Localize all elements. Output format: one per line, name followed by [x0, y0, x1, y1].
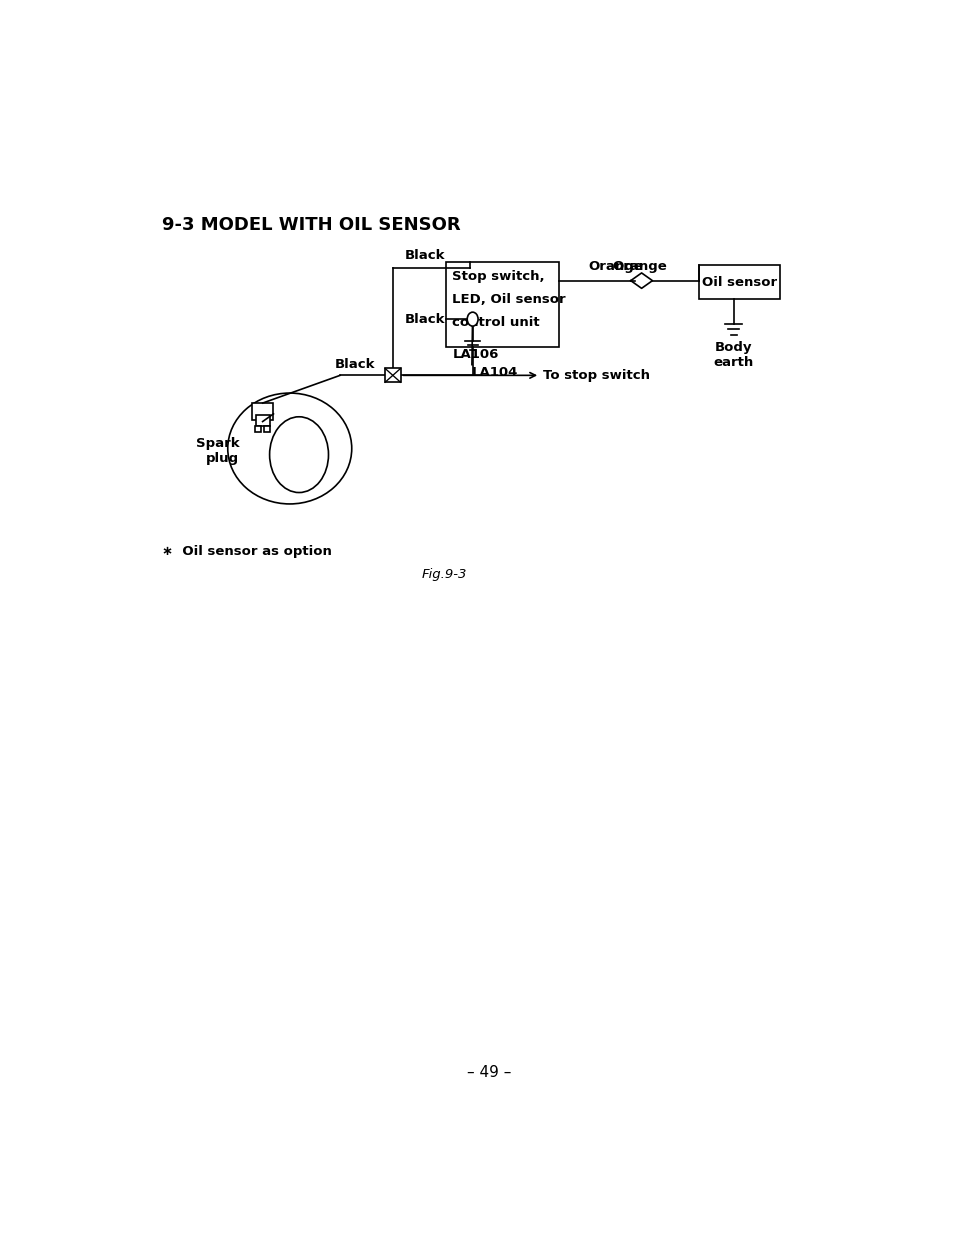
Circle shape [467, 312, 477, 326]
Text: Black: Black [405, 312, 445, 326]
Bar [252, 403, 274, 420]
Text: Orange: Orange [587, 259, 642, 273]
Text: Orange: Orange [612, 259, 666, 273]
Text: LA104: LA104 [472, 366, 517, 379]
Text: Black: Black [335, 358, 375, 372]
Bar [385, 368, 400, 383]
Bar [255, 415, 270, 426]
Text: LA106: LA106 [452, 348, 498, 362]
Text: LED, Oil sensor: LED, Oil sensor [452, 293, 565, 306]
Bar [699, 266, 780, 299]
Text: Oil sensor: Oil sensor [701, 275, 777, 289]
Text: Stop switch,: Stop switch, [452, 270, 544, 283]
Text: Fig.9-3: Fig.9-3 [421, 568, 467, 580]
Text: control unit: control unit [452, 316, 539, 329]
Text: To stop switch: To stop switch [542, 369, 650, 382]
Text: ∗  Oil sensor as option: ∗ Oil sensor as option [162, 545, 332, 558]
Text: 9-3 MODEL WITH OIL SENSOR: 9-3 MODEL WITH OIL SENSOR [162, 216, 460, 233]
Text: Spark
plug: Spark plug [195, 437, 239, 464]
Text: Body
earth: Body earth [713, 341, 753, 369]
Bar [264, 426, 270, 432]
Text: Black: Black [405, 249, 445, 262]
Circle shape [270, 416, 328, 493]
Bar [446, 262, 558, 347]
Bar [254, 426, 261, 432]
Ellipse shape [228, 393, 352, 504]
Text: – 49 –: – 49 – [466, 1065, 511, 1079]
